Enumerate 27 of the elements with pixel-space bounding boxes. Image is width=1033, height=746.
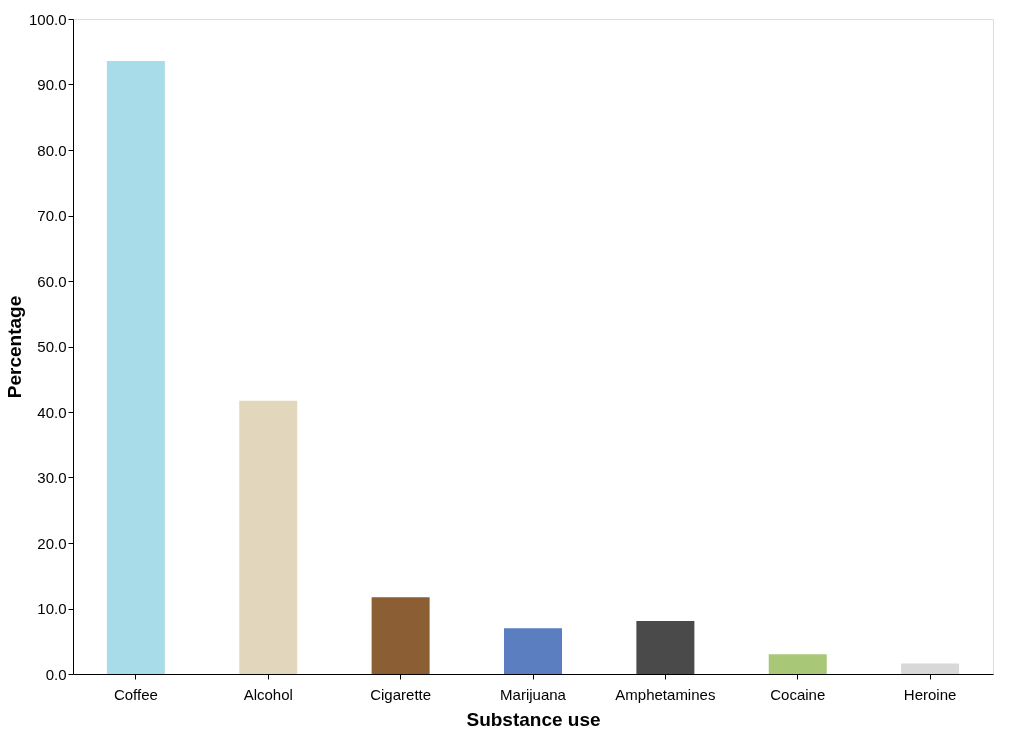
x-tick-label: Marijuana	[500, 685, 567, 703]
y-tick-label: 30.0	[37, 469, 67, 486]
x-tick-label: Amphetamines	[615, 685, 716, 703]
x-axis-title: Substance use	[466, 708, 601, 730]
bar	[239, 400, 298, 674]
bar	[504, 628, 562, 674]
y-tick-label: 80.0	[37, 141, 67, 159]
x-tick-label: Cigarette	[370, 685, 432, 703]
y-tick-label: 90.0	[37, 76, 67, 93]
y-tick-label: 20.0	[37, 534, 67, 552]
y-tick-label: 10.0	[37, 600, 67, 617]
y-axis-title: Percentage	[3, 295, 25, 399]
bar	[636, 620, 695, 674]
y-tick-label: 100.0	[28, 10, 67, 28]
bar	[768, 654, 827, 674]
bar	[901, 663, 960, 674]
bar	[106, 60, 165, 674]
x-tick-label: Cocaine	[770, 685, 826, 703]
x-tick-label: Coffee	[113, 685, 158, 703]
x-tick-label: Alcohol	[243, 685, 293, 703]
bar	[371, 597, 430, 674]
y-tick-label: 50.0	[37, 338, 67, 355]
y-tick-label: 60.0	[37, 272, 67, 290]
y-tick-label: 40.0	[37, 403, 67, 421]
y-tick-label: 0.0	[45, 665, 67, 683]
y-tick-label: 70.0	[37, 207, 67, 224]
x-tick-label: Heroine	[903, 685, 957, 703]
